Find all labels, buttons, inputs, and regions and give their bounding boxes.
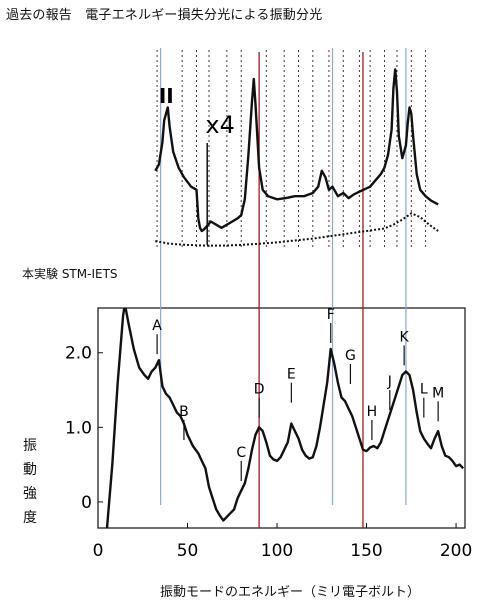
x-tick-label: 0 [93,541,104,561]
peak-label-C: C [236,445,246,461]
eels-series-dotted [155,212,439,247]
iets-series [105,308,465,528]
x-tick-label: 150 [350,541,382,561]
peak-label-F: F [327,307,335,323]
plot-frame [97,307,466,529]
peak-label-G: G [345,348,356,364]
peak-label-E: E [287,367,296,383]
annotation-label: II [159,84,174,108]
x-tick-label: 50 [177,541,199,561]
x-tick-label: 200 [440,541,472,561]
x-axis-label: 振動モードのエネルギー（ミリ電子ボルト） [160,585,421,600]
page-title: 過去の報告 電子エネルギー損失分光による振動分光 [6,8,323,23]
peak-label-H: H [367,404,378,420]
annotation-label: x4 [205,111,234,139]
x-tick-label: 100 [261,541,293,561]
y-tick-label: 0 [81,493,92,513]
y-axis-label: 振動強度 [23,438,37,526]
eels-series-solid [154,68,439,233]
subtitle: 本実験 STM-IETS [22,267,118,281]
y-tick-label: 1.0 [65,418,92,438]
y-tick-label: 2.0 [65,344,92,364]
peak-label-D: D [254,382,265,398]
peak-label-B: B [179,404,189,420]
peak-label-A: A [152,318,162,334]
peak-label-J: J [387,374,392,390]
peak-label-L: L [420,382,428,398]
peak-label-M: M [432,385,444,401]
peak-label-K: K [400,329,410,345]
